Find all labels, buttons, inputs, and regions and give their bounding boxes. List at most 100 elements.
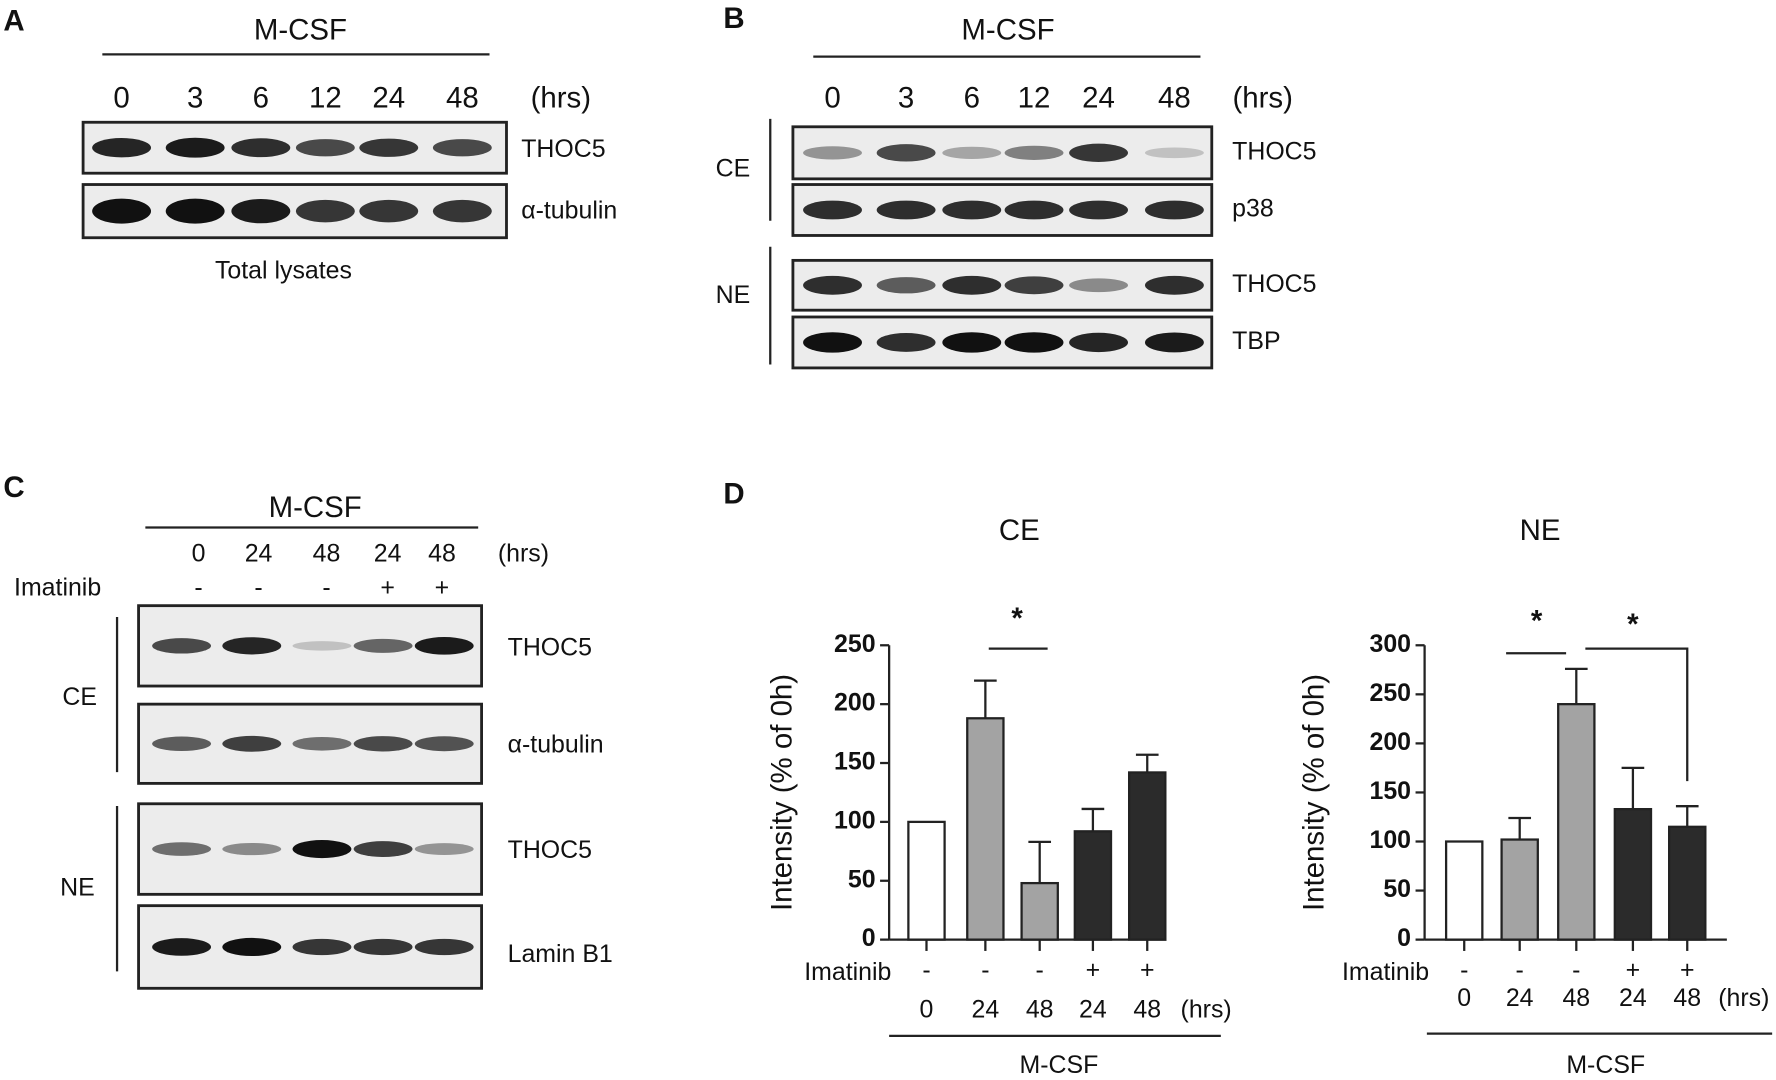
row-label: α-tubulin <box>508 731 604 759</box>
imatinib-label: Imatinib <box>804 958 891 986</box>
time-label: 0 <box>824 81 840 114</box>
band <box>1069 143 1128 162</box>
imatinib-label: Imatinib <box>1342 958 1429 986</box>
band <box>414 843 474 855</box>
x-tick-label: 24 <box>1619 984 1647 1012</box>
band <box>942 200 1002 220</box>
imatinib-sign: - <box>1572 956 1580 984</box>
band <box>222 842 282 856</box>
time-label: 48 <box>428 539 456 567</box>
chart-title: NE <box>1520 514 1561 547</box>
bar <box>1668 825 1707 941</box>
bar <box>1557 703 1596 941</box>
y-tick-label: 0 <box>1397 924 1411 952</box>
y-axis-label: Intensity (% of 0h) <box>766 674 799 911</box>
band <box>353 841 413 857</box>
imatinib-label: Imatinib <box>14 573 101 601</box>
band <box>353 736 413 752</box>
imatinib-sign: - <box>194 573 202 601</box>
time-label: 48 <box>1158 81 1191 114</box>
band <box>292 840 352 859</box>
time-label: 48 <box>313 539 341 567</box>
imatinib-sign: + <box>1140 956 1155 984</box>
band <box>152 638 212 654</box>
time-label: 12 <box>1018 81 1051 114</box>
significance-bracket <box>1585 647 1689 782</box>
band <box>222 937 282 957</box>
row-label: Lamin B1 <box>508 940 613 968</box>
blot <box>791 183 1214 237</box>
x-tick-label: 24 <box>1079 996 1107 1024</box>
panel-label: D <box>723 478 744 511</box>
row-label: THOC5 <box>508 836 592 864</box>
x-tick-label: 48 <box>1562 984 1590 1012</box>
band <box>942 332 1002 353</box>
x-tick-label: 0 <box>1457 984 1471 1012</box>
time-label: 3 <box>898 81 914 114</box>
time-label: 0 <box>113 81 129 114</box>
band <box>876 277 936 294</box>
band <box>1144 332 1204 353</box>
row-label: THOC5 <box>508 633 592 661</box>
treatment: M-CSF <box>254 13 347 46</box>
band <box>295 139 355 157</box>
y-tick-label: 200 <box>834 689 876 717</box>
band <box>803 200 862 220</box>
band <box>231 198 291 224</box>
band <box>876 333 936 352</box>
imatinib-sign: - <box>1460 956 1468 984</box>
band <box>942 275 1002 295</box>
row-label: p38 <box>1232 195 1274 223</box>
band <box>942 146 1002 159</box>
time-label: 24 <box>1082 81 1115 114</box>
blot <box>791 258 1214 312</box>
imatinib-sign: - <box>254 573 262 601</box>
band <box>414 938 474 956</box>
panel-label: C <box>3 471 24 504</box>
imatinib-sign: - <box>981 956 989 984</box>
unit: (hrs) <box>1718 984 1769 1012</box>
imatinib-sign: + <box>1626 956 1641 984</box>
panel-label: B <box>723 2 744 35</box>
bar <box>1500 838 1539 941</box>
band <box>292 736 352 751</box>
band <box>359 199 419 223</box>
time-label: 6 <box>964 81 980 114</box>
band <box>165 137 225 158</box>
row-label: THOC5 <box>521 135 605 163</box>
band <box>222 735 282 752</box>
band <box>1144 275 1204 295</box>
bar <box>1020 881 1059 941</box>
group-label: M-CSF <box>1566 1051 1645 1079</box>
row-label: THOC5 <box>1232 270 1316 298</box>
time-label: 0 <box>192 539 206 567</box>
band <box>414 736 474 752</box>
band <box>165 198 225 224</box>
x-tick-label: 48 <box>1673 984 1701 1012</box>
band <box>1069 278 1128 293</box>
time-label: 12 <box>309 81 342 114</box>
row-label: α-tubulin <box>521 196 617 224</box>
group-label: NE <box>60 873 95 901</box>
treatment: M-CSF <box>961 13 1054 46</box>
blot <box>791 315 1214 370</box>
band <box>222 637 282 655</box>
band <box>353 938 413 956</box>
y-tick-label: 250 <box>834 630 876 658</box>
imatinib-sign: + <box>435 573 450 601</box>
x-tick-label: 48 <box>1133 996 1161 1024</box>
band <box>92 198 152 224</box>
significance-star: * <box>1011 602 1023 635</box>
unit: (hrs) <box>1232 81 1292 114</box>
time-label: 24 <box>374 539 402 567</box>
unit: (hrs) <box>498 539 549 567</box>
row-label: TBP <box>1232 327 1280 355</box>
band <box>803 332 862 353</box>
band <box>1144 200 1204 220</box>
band <box>1069 332 1128 353</box>
y-tick-label: 100 <box>1369 826 1411 854</box>
unit: (hrs) <box>1181 996 1232 1024</box>
significance-star: * <box>1531 604 1543 637</box>
band <box>152 736 212 752</box>
